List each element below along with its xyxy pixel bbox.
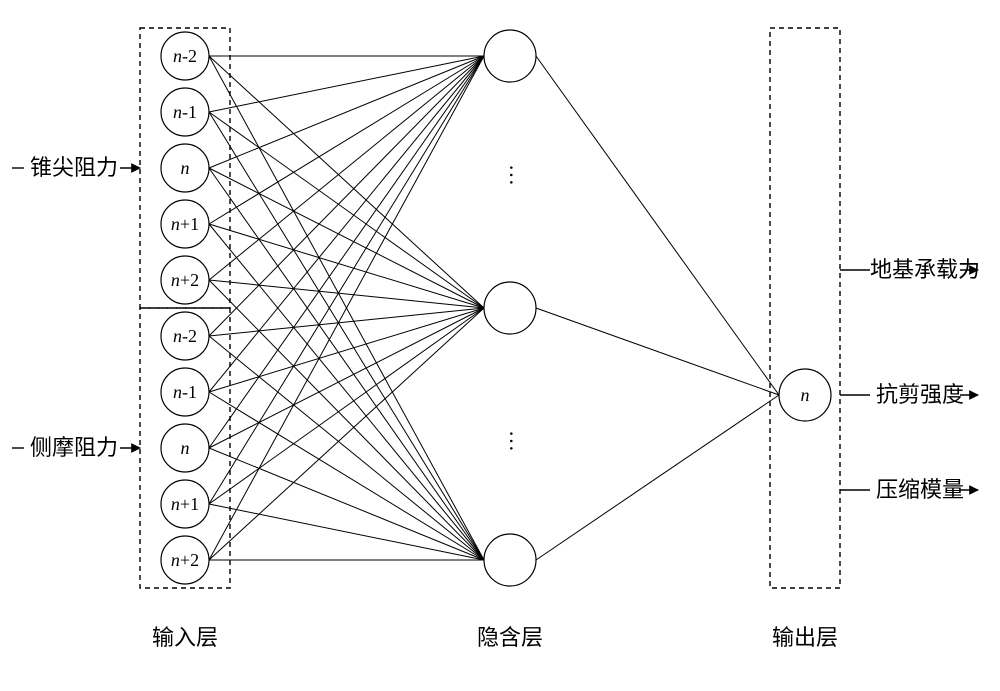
input-8-label: n <box>181 438 190 458</box>
hidden-ellipsis-2: … <box>505 430 530 452</box>
output-label-3: 压缩模量 <box>876 477 964 502</box>
edges-hidden-output <box>536 56 779 560</box>
output-box <box>770 28 840 588</box>
diagram-svg: n-2 n-1 n n+1 n+2 n-2 n-1 n n+1 n+2 n … … 输入层 隐含层 输出层 锥尖… <box>0 0 1000 691</box>
output-layer-label: 输出层 <box>772 625 838 650</box>
hidden-3-node <box>484 534 536 586</box>
output-label-2: 抗剪强度 <box>876 382 964 407</box>
edges-input-hidden <box>209 56 484 560</box>
input-9-label: n+1 <box>171 494 199 514</box>
input-layer-label: 输入层 <box>152 625 218 650</box>
hidden-2-node <box>484 282 536 334</box>
input-4-label: n+1 <box>171 214 199 234</box>
input-group-1-label: 锥尖阻力 <box>30 155 118 180</box>
nn-diagram: n-2 n-1 n n+1 n+2 n-2 n-1 n n+1 n+2 n … … 输入层 隐含层 输出层 锥尖… <box>0 0 1000 691</box>
hidden-1-node <box>484 30 536 82</box>
input-7-label: n-1 <box>173 382 197 402</box>
output-1-label: n <box>801 385 810 405</box>
input-10-label: n+2 <box>171 550 199 570</box>
input-6-label: n-2 <box>173 326 197 346</box>
hidden-ellipsis-1: … <box>505 164 530 186</box>
input-group-2-label: 侧摩阻力 <box>30 435 118 460</box>
hidden-layer-label: 隐含层 <box>477 625 543 650</box>
input-2-label: n-1 <box>173 102 197 122</box>
input-5-label: n+2 <box>171 270 199 290</box>
input-1-label: n-2 <box>173 46 197 66</box>
input-3-label: n <box>181 158 190 178</box>
